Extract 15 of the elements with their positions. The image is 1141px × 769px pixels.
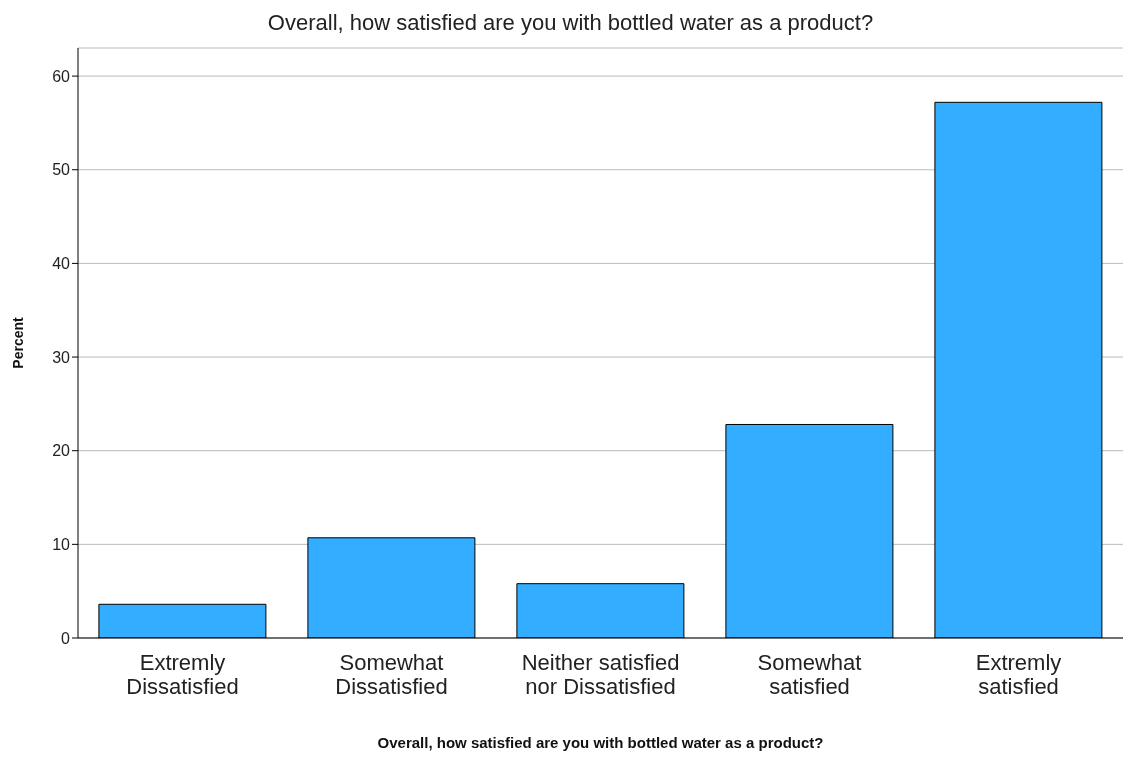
y-axis-title: Percent xyxy=(9,316,26,369)
x-axis-title: Overall, how satisfied are you with bottled water as a product? xyxy=(377,734,824,751)
x-tick-label: Extremly Dissatisfied xyxy=(126,650,239,699)
y-tick-label: 60 xyxy=(52,67,71,85)
x-tick-label: Somewhat satisfied xyxy=(757,650,862,699)
y-tick-label: 40 xyxy=(52,255,71,273)
y-tick-label: 0 xyxy=(61,629,71,647)
y-tick-label: 30 xyxy=(52,348,71,366)
x-tick-label: Somewhat Dissatisfied xyxy=(335,650,448,699)
x-tick-label: Extremly satisfied xyxy=(975,650,1062,699)
y-tick-label: 20 xyxy=(52,442,71,460)
y-tick-label: 10 xyxy=(52,536,71,554)
x-tick-label: Neither satisfied nor Dissatisfied xyxy=(521,650,680,699)
y-tick-label: 50 xyxy=(52,161,71,179)
chart-title: Overall, how satisfied are you with bottled water as a product? xyxy=(266,9,875,37)
